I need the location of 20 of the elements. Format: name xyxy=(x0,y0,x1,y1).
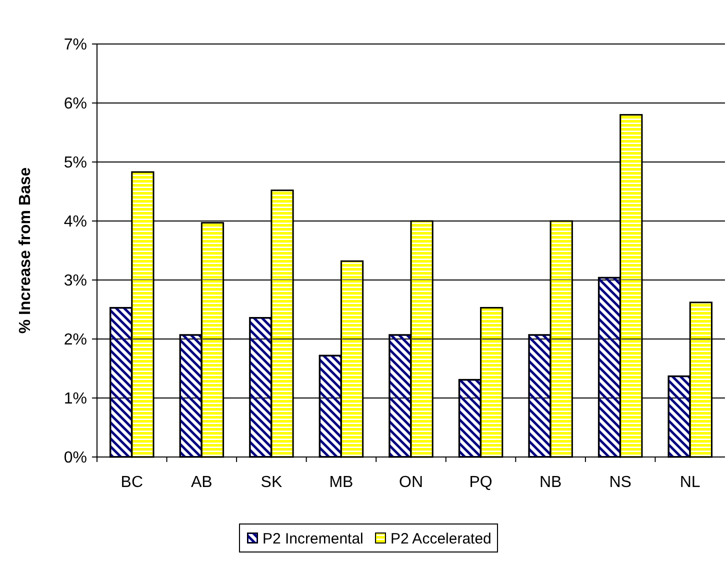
x-tick-label: NL xyxy=(680,474,700,491)
x-tick-label: NB xyxy=(539,474,562,491)
y-tick-label: 2% xyxy=(64,332,87,349)
legend-label: P2 Incremental xyxy=(262,530,364,548)
y-tick-label: 4% xyxy=(64,214,87,231)
x-tick-label: PQ xyxy=(469,474,492,491)
x-tick-label: MB xyxy=(329,474,354,491)
y-tick-label: 5% xyxy=(64,154,87,172)
y-tick-label: 0% xyxy=(64,450,87,467)
y-axis-title: % Increase from Base xyxy=(17,167,34,334)
y-tick-label: 3% xyxy=(64,272,87,290)
x-tick-label: SK xyxy=(260,474,282,491)
y-tick-label: 1% xyxy=(64,390,87,408)
x-tick-label: AB xyxy=(190,474,212,491)
x-tick-label: BC xyxy=(120,474,144,491)
legend-label: P2 Accelerated xyxy=(390,530,492,548)
x-tick-label: NS xyxy=(609,474,632,491)
y-tick-label: 7% xyxy=(64,36,87,54)
x-tick-label: ON xyxy=(399,474,423,491)
y-tick-label: 6% xyxy=(64,96,87,113)
